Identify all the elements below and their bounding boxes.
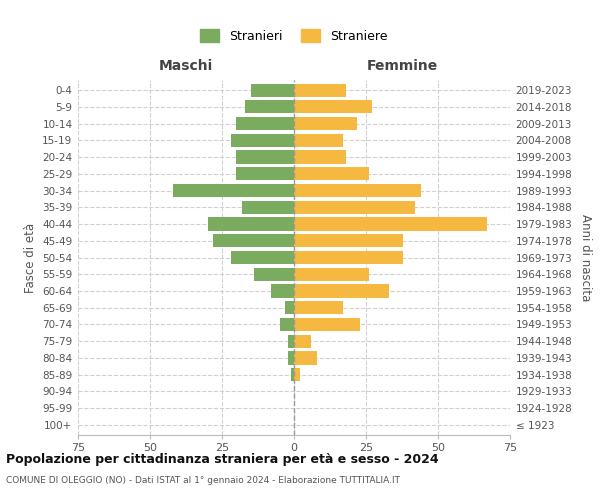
Bar [294,218,487,230]
Bar [214,234,294,247]
Bar [173,184,294,197]
Bar [251,84,294,96]
Bar [294,150,346,164]
Bar [294,368,300,381]
Bar [294,184,421,197]
Bar [242,200,294,214]
Legend: Stranieri, Straniere: Stranieri, Straniere [196,24,392,48]
Bar [236,167,294,180]
Bar [294,318,360,331]
Bar [294,134,343,147]
Bar [286,301,294,314]
Y-axis label: Anni di nascita: Anni di nascita [579,214,592,301]
Text: Femmine: Femmine [367,58,437,72]
Bar [294,334,311,348]
Bar [294,284,389,298]
Bar [236,150,294,164]
Bar [294,352,317,364]
Bar [291,368,294,381]
Bar [245,100,294,114]
Text: Popolazione per cittadinanza straniera per età e sesso - 2024: Popolazione per cittadinanza straniera p… [6,452,439,466]
Bar [288,334,294,348]
Bar [294,100,372,114]
Y-axis label: Fasce di età: Fasce di età [23,222,37,292]
Bar [230,134,294,147]
Text: Maschi: Maschi [159,58,213,72]
Bar [294,301,343,314]
Bar [294,268,369,281]
Bar [236,117,294,130]
Text: COMUNE DI OLEGGIO (NO) - Dati ISTAT al 1° gennaio 2024 - Elaborazione TUTTITALIA: COMUNE DI OLEGGIO (NO) - Dati ISTAT al 1… [6,476,400,485]
Bar [294,167,369,180]
Bar [294,200,415,214]
Bar [230,251,294,264]
Bar [294,117,358,130]
Bar [294,251,403,264]
Bar [208,218,294,230]
Bar [280,318,294,331]
Bar [294,234,403,247]
Bar [254,268,294,281]
Bar [271,284,294,298]
Bar [288,352,294,364]
Bar [294,84,346,96]
